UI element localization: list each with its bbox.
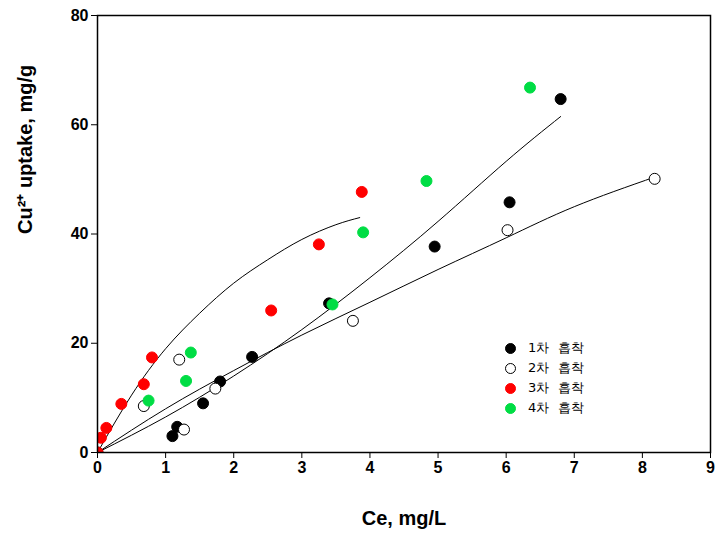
- html-text:4차 흡착: 4차 흡착: [528, 400, 584, 415]
- html-text:2차 흡착: 2차 흡착: [528, 360, 584, 375]
- html-text:1차 흡착: 1차 흡착: [528, 340, 584, 355]
- svg-text:60: 60: [71, 116, 89, 133]
- svg-text:0: 0: [80, 444, 89, 461]
- svg-text:2: 2: [229, 459, 238, 476]
- svg-text:9: 9: [706, 459, 715, 476]
- html-text:3차 흡착: 3차 흡착: [528, 380, 584, 395]
- svg-text:6: 6: [502, 459, 511, 476]
- svg-text:1: 1: [161, 459, 170, 476]
- svg-text:Cu²⁺ uptake, mg/g: Cu²⁺ uptake, mg/g: [14, 65, 36, 234]
- svg-text:80: 80: [71, 7, 89, 24]
- svg-text:4: 4: [365, 459, 374, 476]
- svg-text:20: 20: [71, 334, 89, 351]
- svg-text:Ce, mg/L: Ce, mg/L: [362, 507, 446, 529]
- svg-text:7: 7: [570, 459, 579, 476]
- svg-text:3: 3: [297, 459, 306, 476]
- svg-text:5: 5: [434, 459, 443, 476]
- svg-text:8: 8: [638, 459, 647, 476]
- svg-text:40: 40: [71, 225, 89, 242]
- svg-text:0: 0: [93, 459, 102, 476]
